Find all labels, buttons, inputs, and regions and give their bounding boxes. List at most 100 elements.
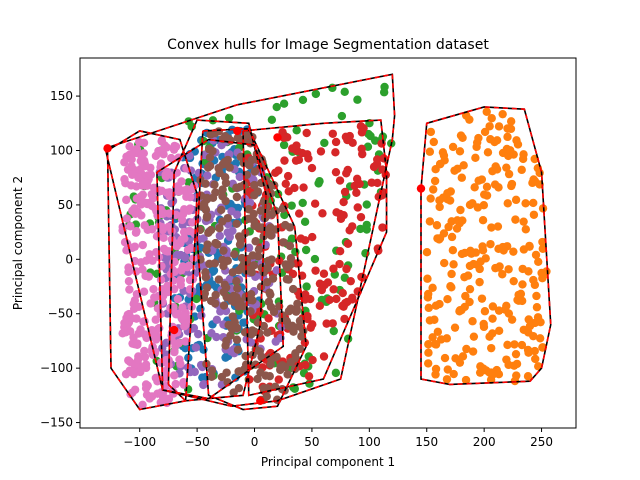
data-point: [287, 201, 296, 210]
data-point: [219, 287, 228, 297]
data-point: [185, 226, 194, 236]
data-point: [379, 88, 389, 97]
data-point: [474, 176, 483, 185]
y-tick-label: −50: [48, 307, 73, 321]
data-point: [455, 147, 465, 156]
data-point: [525, 321, 535, 331]
data-point: [125, 142, 134, 151]
data-point: [176, 276, 185, 285]
data-point: [315, 301, 325, 311]
data-point: [465, 261, 475, 271]
data-point: [301, 360, 310, 370]
data-point: [292, 126, 301, 135]
data-point: [298, 198, 307, 208]
data-point: [450, 323, 460, 332]
data-point: [357, 144, 366, 154]
data-point: [442, 334, 452, 343]
data-point: [424, 359, 433, 368]
data-point: [138, 265, 147, 274]
data-point: [214, 275, 224, 284]
data-point: [132, 194, 142, 203]
data-point: [174, 338, 183, 348]
data-point: [519, 217, 528, 226]
data-point: [233, 284, 242, 293]
data-point: [506, 117, 516, 126]
x-axis-label: Principal component 1: [261, 455, 395, 469]
data-point: [232, 323, 242, 333]
data-point: [478, 242, 487, 251]
data-point: [524, 315, 533, 324]
convex-hull-dashed-6: [106, 130, 198, 411]
data-point: [431, 340, 441, 349]
x-tick-label: 200: [473, 435, 496, 449]
data-point: [267, 115, 277, 124]
data-point: [352, 188, 361, 197]
data-point: [343, 165, 352, 175]
data-point: [329, 264, 338, 273]
data-point: [486, 135, 495, 144]
data-point: [482, 107, 491, 116]
data-point: [144, 272, 154, 281]
data-point: [519, 150, 528, 159]
data-point: [369, 162, 379, 172]
convex-hull-dashed-1: [420, 106, 552, 386]
data-point: [329, 326, 338, 336]
data-point: [201, 273, 210, 282]
data-point: [293, 299, 302, 308]
data-point: [429, 137, 438, 147]
data-point: [540, 270, 549, 279]
data-point: [197, 311, 206, 320]
data-point: [319, 269, 329, 278]
data-point: [487, 114, 496, 123]
data-point: [210, 180, 219, 189]
data-point: [232, 335, 242, 344]
data-point: [203, 171, 212, 180]
data-point: [512, 136, 521, 145]
data-point: [219, 261, 228, 271]
data-point: [306, 323, 315, 332]
series-points-1: [422, 107, 551, 386]
data-point: [220, 133, 230, 143]
data-point: [538, 237, 547, 247]
data-point: [179, 186, 188, 195]
data-point: [283, 370, 292, 379]
data-point: [458, 216, 467, 225]
data-point: [423, 274, 432, 283]
data-point: [493, 222, 503, 231]
data-point: [266, 360, 275, 369]
data-point: [220, 157, 229, 167]
data-point: [362, 200, 371, 209]
data-point: [340, 314, 349, 324]
data-point: [467, 249, 476, 258]
data-point: [138, 240, 147, 250]
data-point: [292, 141, 301, 150]
data-point: [457, 173, 467, 182]
data-point: [267, 255, 276, 264]
data-point: [319, 352, 329, 361]
data-point: [209, 266, 219, 275]
data-point: [332, 208, 341, 217]
data-point: [310, 254, 320, 264]
data-point: [288, 284, 298, 294]
data-point: [129, 304, 139, 314]
data-point: [498, 270, 507, 279]
data-point: [218, 192, 227, 201]
data-point: [125, 327, 135, 336]
data-point: [511, 349, 521, 359]
convex-hull-dashed-2: [104, 73, 396, 408]
data-point: [531, 250, 541, 260]
extreme-point: [103, 144, 112, 153]
data-point: [177, 235, 186, 244]
data-point: [218, 217, 227, 226]
data-point: [251, 237, 260, 246]
y-tick-label: 50: [58, 198, 73, 212]
data-point: [133, 207, 142, 216]
data-point: [268, 274, 278, 283]
x-tick-label: 150: [415, 435, 438, 449]
data-point: [433, 327, 443, 337]
data-point: [127, 155, 136, 164]
data-point: [212, 315, 222, 324]
data-point: [461, 291, 470, 301]
data-point: [311, 89, 321, 99]
data-point: [470, 183, 479, 192]
